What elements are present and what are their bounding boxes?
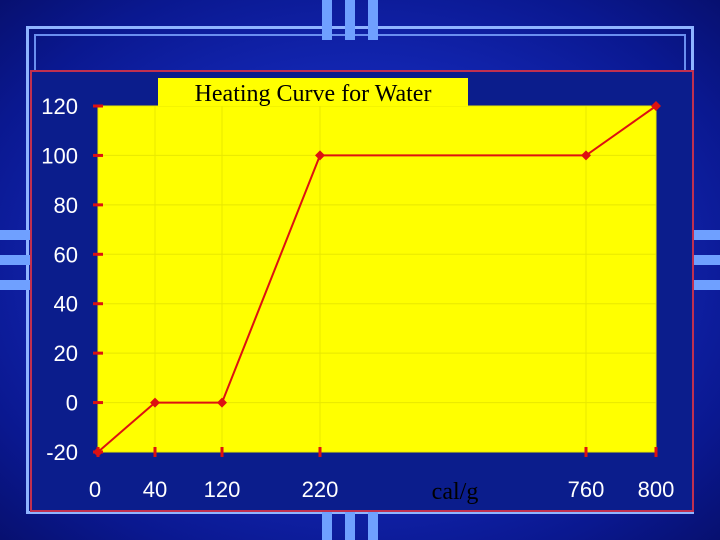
bottom-deco-bar-1 [322,510,332,540]
plot-area [98,106,656,452]
series-line [97,105,657,453]
y-tick-label: 100 [41,143,78,168]
x-tick-label: 120 [204,477,241,502]
y-tick-label: 20 [54,341,78,366]
y-tick-label: 120 [41,94,78,119]
right-deco-bar-2 [692,255,720,265]
left-deco-bar-2 [0,255,30,265]
x-tick-label: 40 [143,477,167,502]
left-deco-bar-1 [0,230,30,240]
top-deco-bar-1 [322,0,332,40]
top-deco-bar-2 [345,0,355,40]
chart-title: Heating Curve for Water [195,81,432,107]
title-box [158,78,468,106]
data-point [651,101,661,111]
y-tick-label: 0 [66,391,78,416]
bottom-deco-bar-2 [345,510,355,540]
data-point [217,397,227,408]
x-tick-label: 800 [638,477,675,502]
x-tick-label: 760 [568,477,605,502]
series-group [93,101,661,457]
x-tick-label: 220 [302,477,339,502]
right-deco-bar-3 [692,280,720,290]
top-deco-bar-3 [368,0,378,40]
y-tick-label: 80 [54,193,78,218]
y-tick-label: 40 [54,292,78,317]
data-point [93,447,103,457]
y-tick-label: 60 [54,242,78,267]
data-point [315,150,325,161]
x-axis-ticks: 0 40 120 220 760 800 [89,447,674,502]
y-axis-ticks: 120 100 80 60 40 20 0 -20 [41,94,103,465]
x-axis-label: cal/g [432,479,479,505]
data-point [581,150,591,161]
x-tick-label: 0 [89,477,101,502]
left-deco-bar-3 [0,280,30,290]
y-tick-label: -20 [46,440,78,465]
data-point [150,397,160,408]
bottom-deco-bar-3 [368,510,378,540]
right-deco-bar-1 [692,230,720,240]
